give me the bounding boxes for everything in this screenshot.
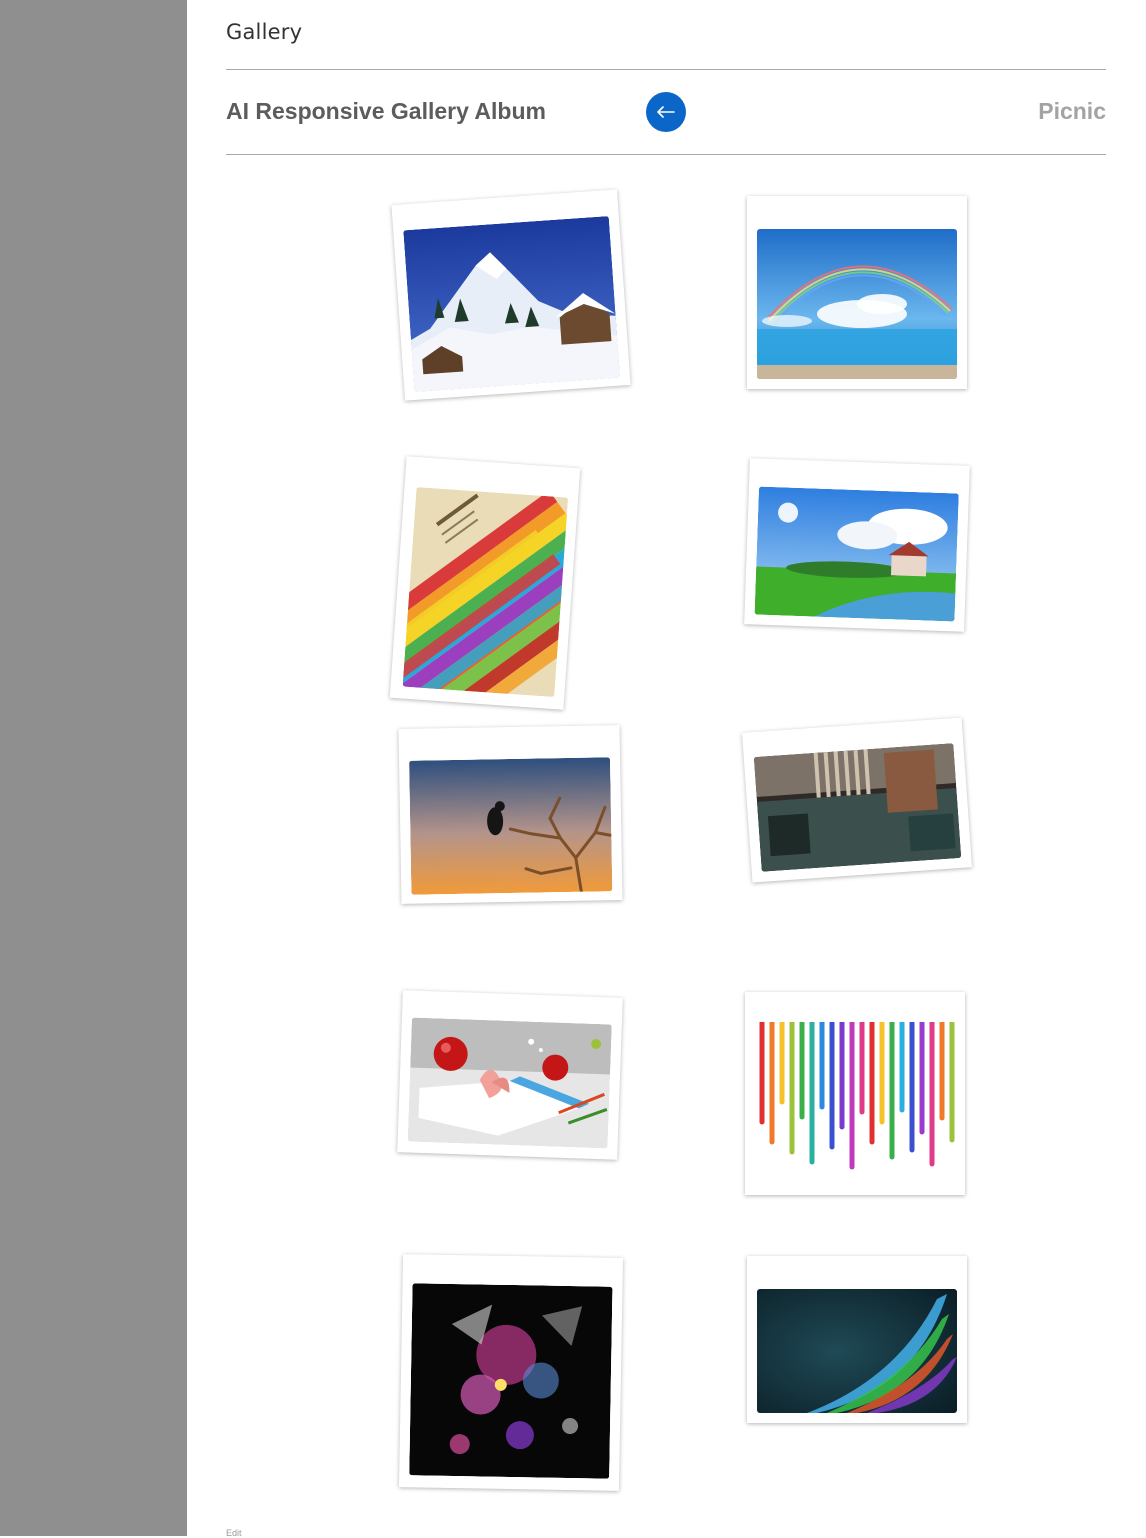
album-name: Picnic bbox=[1038, 98, 1106, 124]
gallery-photo-card[interactable] bbox=[747, 1256, 967, 1423]
footer-text: Edit bbox=[226, 1528, 242, 1538]
gallery-photo-card[interactable] bbox=[389, 456, 581, 710]
photo-city-street bbox=[753, 743, 962, 872]
photo-snowy-mountain bbox=[403, 215, 621, 392]
photo-design-poster bbox=[402, 486, 569, 698]
photo-meadow-river bbox=[754, 486, 959, 622]
gallery-photo-card[interactable] bbox=[391, 189, 631, 401]
photo-paint-drips bbox=[756, 1022, 956, 1182]
photo-color-wave bbox=[757, 1289, 957, 1413]
page-title: Gallery bbox=[226, 20, 303, 44]
photo-rainbow-sea bbox=[757, 229, 957, 379]
gallery-photo-card[interactable] bbox=[745, 992, 965, 1195]
photo-bird-sunset bbox=[409, 757, 613, 895]
album-title: AI Responsive Gallery Album bbox=[226, 98, 546, 124]
gallery-photo-card[interactable] bbox=[747, 196, 967, 389]
gallery-photo-card[interactable] bbox=[397, 990, 623, 1160]
gallery-photo-card[interactable] bbox=[398, 1254, 624, 1491]
photo-dark-collage bbox=[409, 1283, 613, 1479]
gallery-photo-card[interactable] bbox=[744, 458, 970, 632]
gallery-photo-card[interactable] bbox=[742, 717, 972, 883]
gallery-photo-card[interactable] bbox=[398, 725, 623, 904]
header-divider-bottom bbox=[226, 154, 1106, 155]
photo-apples-book bbox=[407, 1017, 612, 1149]
header-divider-top bbox=[226, 69, 1106, 70]
back-button[interactable] bbox=[646, 92, 686, 132]
left-sidebar bbox=[0, 0, 187, 1536]
left-arrow-icon bbox=[657, 106, 675, 118]
